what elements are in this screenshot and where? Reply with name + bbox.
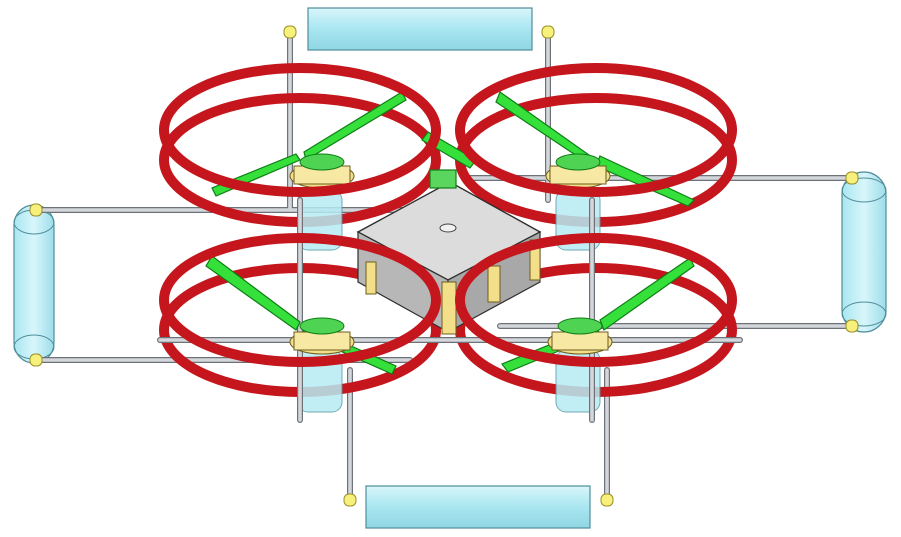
rotor-guards-front	[159, 63, 737, 367]
float-top	[307, 7, 533, 51]
rod-connectors	[29, 25, 859, 507]
float-bottom	[365, 485, 591, 529]
motor-mount-back-right	[547, 317, 613, 355]
motor-mount-back-left	[289, 317, 355, 355]
motor-mount-front-right	[545, 153, 611, 189]
motor-mount-front-left	[289, 153, 355, 189]
motor-mounts	[289, 153, 613, 355]
float-right	[841, 171, 887, 333]
float-left	[13, 204, 55, 364]
